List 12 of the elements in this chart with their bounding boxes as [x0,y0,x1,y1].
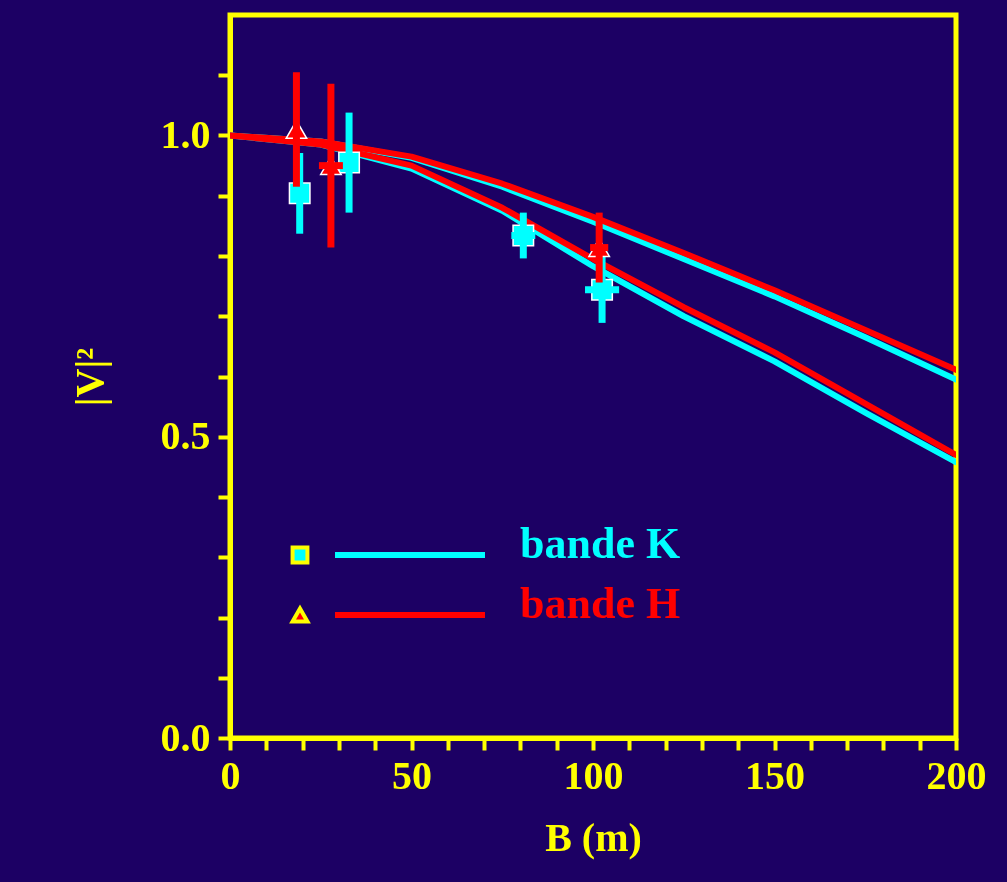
x-tick-label: 150 [745,752,805,798]
x-tick-label: 0 [220,752,241,798]
x-tick-label: 200 [926,752,987,798]
y-tick-label: 0.5 [160,413,211,459]
x-tick-label: 50 [392,752,432,798]
legend-label: bande K [520,519,681,568]
legend-label: bande H [520,579,681,628]
y-tick-label: 0.0 [160,714,211,760]
x-axis-title: B (m) [545,814,642,860]
y-axis-title: |V|² [66,347,112,407]
y-tick-label: 1.0 [160,112,211,157]
x-tick-label: 100 [563,752,624,798]
